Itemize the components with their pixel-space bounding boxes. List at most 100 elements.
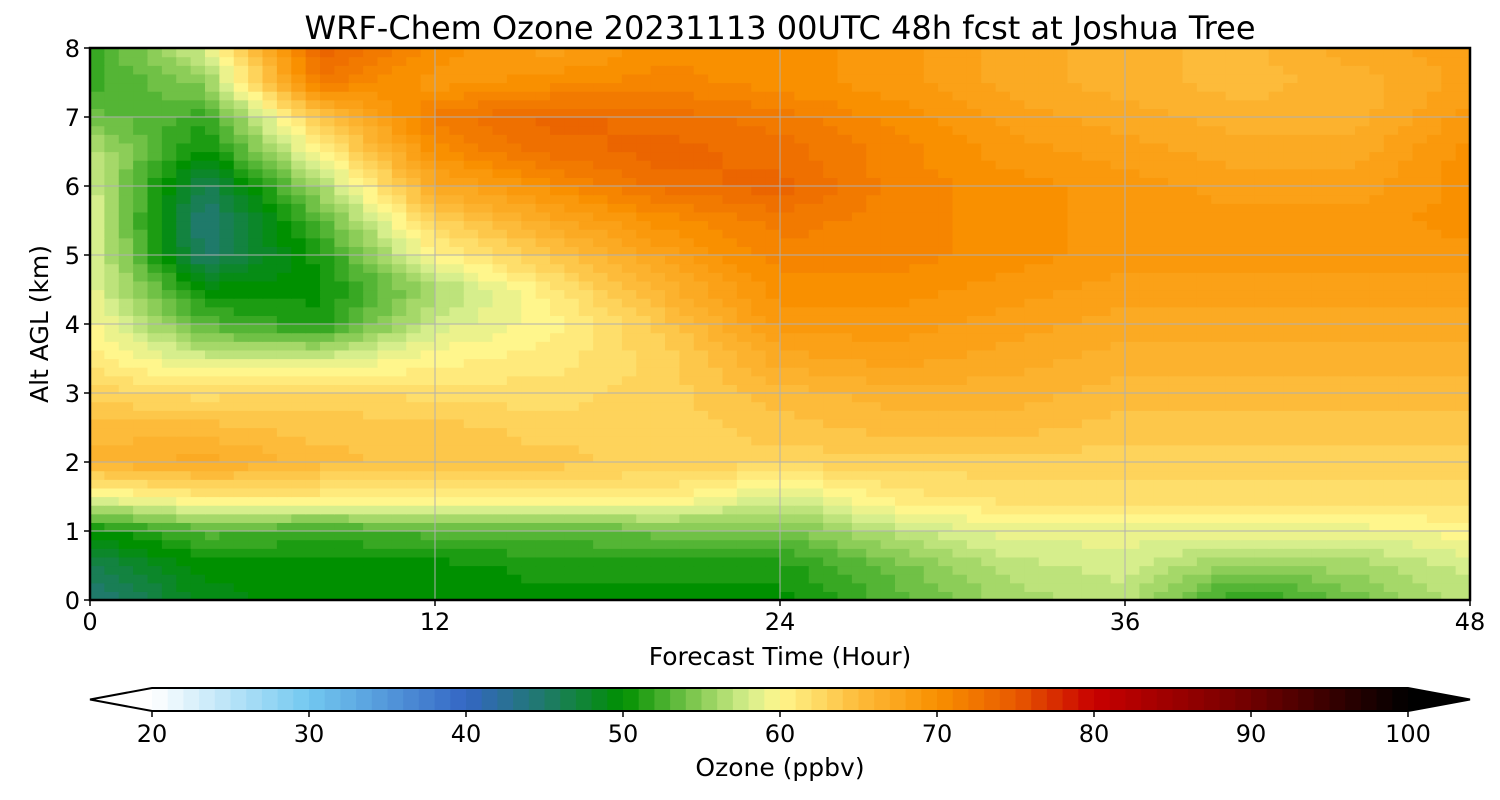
contour-cell [377,289,393,299]
contour-cell [363,479,379,489]
contour-cell [1081,160,1097,170]
contour-cell [449,479,465,489]
contour-cell [104,194,120,204]
contour-cell [564,220,580,230]
contour-cell [895,375,910,385]
contour-cell [1340,496,1356,506]
contour-cell [1355,574,1370,584]
contour-cell [363,427,379,437]
contour-cell [981,177,997,187]
contour-cell [751,496,767,506]
contour-cell [636,229,652,239]
contour-cell [492,418,508,429]
contour-cell [506,298,522,308]
contour-cell [736,349,752,360]
contour-cell [578,315,594,325]
contour-cell [780,513,795,523]
contour-cell [1153,436,1169,446]
contour-cell [1038,289,1054,299]
contour-cell [1024,582,1040,592]
contour-cell [1168,246,1184,256]
contour-cell [449,255,465,265]
contour-cell [780,556,795,567]
contour-cell [1225,444,1241,454]
contour-cell [176,168,192,178]
contour-cell [1412,349,1428,360]
contour-cell [593,410,609,420]
contour-cell [492,280,508,291]
contour-cell [1153,177,1169,187]
contour-cell [636,436,652,446]
contour-cell [1412,496,1428,506]
contour-cell [1283,384,1299,394]
contour-cell [1024,211,1040,222]
contour-cell [262,168,278,178]
contour-cell [1196,574,1212,584]
contour-cell [463,168,479,178]
contour-cell [348,220,364,230]
contour-cell [938,539,954,549]
contour-cell [1139,332,1155,342]
contour-cell [607,591,623,601]
contour-cell [1268,487,1284,498]
contour-cell [118,237,134,247]
contour-cell [1225,289,1241,299]
contour-cell [463,194,479,204]
contour-cell [722,358,738,368]
contour-cell [780,401,795,411]
contour-cell [1139,479,1155,489]
contour-cell [1096,237,1112,247]
contour-cell [866,565,882,575]
contour-cell [1038,349,1054,360]
contour-cell [478,298,494,308]
contour-cell [1268,168,1284,178]
contour-cell [1240,427,1255,437]
contour-cell [276,298,292,308]
contour-cell [176,479,192,489]
contour-cell [1139,341,1155,351]
contour-cell [1254,324,1270,334]
contour-cell [564,539,580,549]
contour-cell [334,272,350,282]
contour-cell [406,246,422,256]
contour-cell [506,548,522,558]
contour-cell [377,246,393,256]
contour-cell [1168,168,1184,178]
contour-cell [1412,358,1428,368]
contour-cell [1038,427,1054,437]
contour-cell [952,160,968,170]
contour-cell [708,255,724,265]
contour-cell [1383,427,1399,437]
contour-cell [248,151,264,161]
contour-cell [578,531,594,541]
contour-cell [837,349,853,360]
contour-cell [736,453,752,463]
contour-cell [262,470,278,480]
contour-cell [320,186,335,196]
contour-cell [823,479,839,489]
contour-cell [621,349,637,360]
contour-cell [492,229,508,239]
contour-cell [391,324,407,334]
contour-cell [276,384,292,394]
contour-cell [1225,160,1241,170]
contour-cell [995,375,1011,385]
contour-cell [1412,160,1428,170]
contour-cell [823,151,839,161]
contour-cell [1024,462,1040,472]
contour-cell [406,168,422,178]
contour-cell [463,505,479,515]
contour-cell [722,513,738,523]
contour-cell [377,487,393,498]
contour-cell [1398,410,1414,420]
contour-cell [837,565,853,575]
contour-cell [794,272,810,282]
contour-cell [535,263,551,273]
contour-cell [1268,151,1284,161]
contour-cell [794,375,810,385]
contour-cell [578,211,594,222]
contour-cell [190,186,206,196]
contour-cell [823,220,839,230]
contour-cell [1455,453,1471,463]
contour-cell [751,427,767,437]
